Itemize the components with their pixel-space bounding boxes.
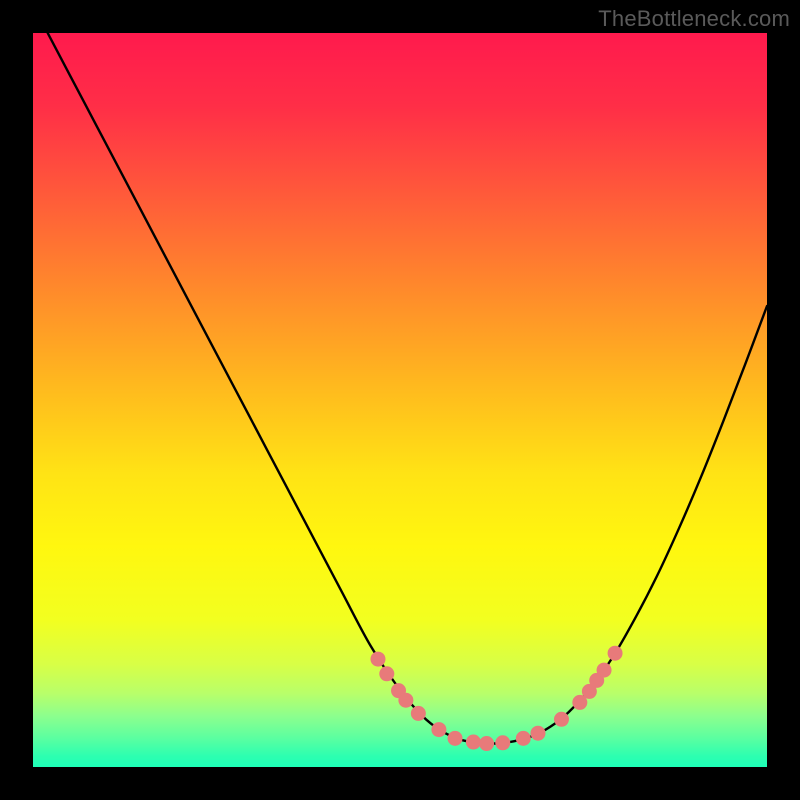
scatter-dot: [554, 712, 569, 727]
chart-background: [33, 33, 767, 767]
scatter-dot: [597, 663, 612, 678]
scatter-dot: [411, 706, 426, 721]
scatter-dot: [479, 736, 494, 751]
scatter-dot: [516, 731, 531, 746]
bottleneck-chart: [33, 33, 767, 767]
scatter-dot: [379, 666, 394, 681]
scatter-dot: [608, 646, 623, 661]
chart-container: TheBottleneck.com: [0, 0, 800, 800]
scatter-dot: [466, 735, 481, 750]
scatter-dot: [370, 652, 385, 667]
scatter-dot: [398, 693, 413, 708]
scatter-dot: [448, 731, 463, 746]
scatter-dot: [495, 735, 510, 750]
scatter-dot: [530, 726, 545, 741]
scatter-dot: [431, 722, 446, 737]
watermark-text: TheBottleneck.com: [598, 6, 790, 32]
chart-area: [33, 33, 767, 767]
